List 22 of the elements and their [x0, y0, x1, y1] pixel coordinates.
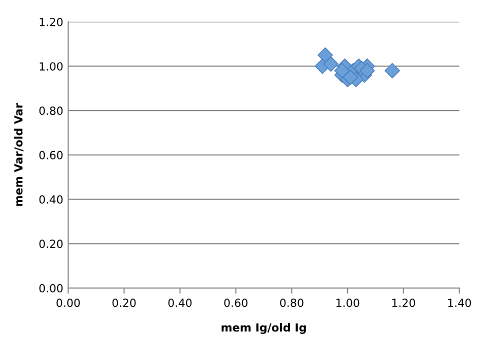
x-tick-label: 0.40 — [168, 298, 192, 308]
y-tick-label: 0.40 — [39, 195, 63, 204]
x-tick-label: 1.20 — [392, 298, 416, 308]
y-tick-label: 0.60 — [39, 150, 63, 160]
point — [384, 62, 400, 78]
point — [342, 70, 358, 86]
x-tick-label: 0.80 — [280, 298, 304, 308]
y-tick-label: 0.80 — [39, 106, 63, 115]
y-tick-label: 0.20 — [39, 240, 63, 248]
point — [334, 62, 350, 78]
x-axis-title: mem Ig/old Ig — [222, 323, 306, 334]
x-tick-label: 1.40 — [448, 298, 471, 308]
x-tick-label: 1.00 — [336, 298, 360, 308]
y-tick-label: 1.20 — [40, 18, 63, 26]
point — [359, 62, 375, 78]
x-tick-label: 0.00 — [56, 298, 80, 308]
y-tick-label: 0.00 — [39, 284, 63, 292]
point — [323, 56, 339, 72]
x-tick-label: 0.60 — [224, 298, 248, 308]
y-tick-label: 1.00 — [40, 62, 63, 71]
x-tick-label: 0.20 — [112, 298, 136, 308]
y-axis-title: mem Var/old Var — [14, 103, 24, 206]
